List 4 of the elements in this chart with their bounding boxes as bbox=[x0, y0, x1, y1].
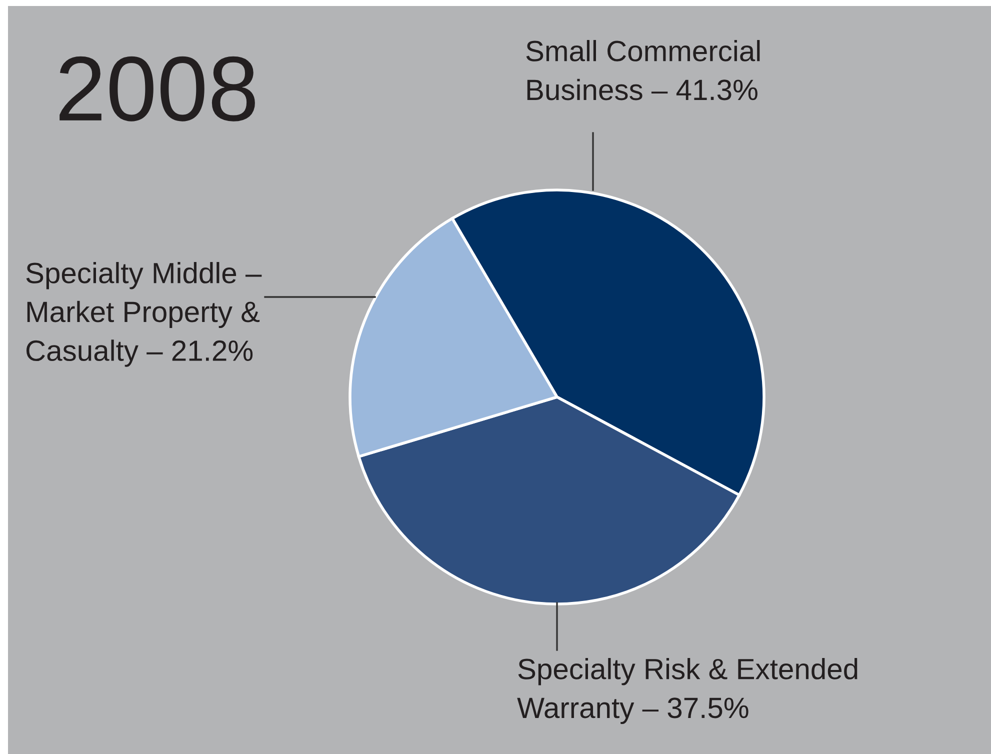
slice-label: Small Commercial Business – 41.3% bbox=[526, 40, 760, 100]
slice-label: Specialty Risk & Extended Warranty – 37.5% bbox=[517, 658, 858, 724]
slice-label: Specialty Middle – Market Property & Casualty – 21.2% bbox=[26, 262, 262, 367]
chart-title: 2008 bbox=[60, 56, 255, 122]
